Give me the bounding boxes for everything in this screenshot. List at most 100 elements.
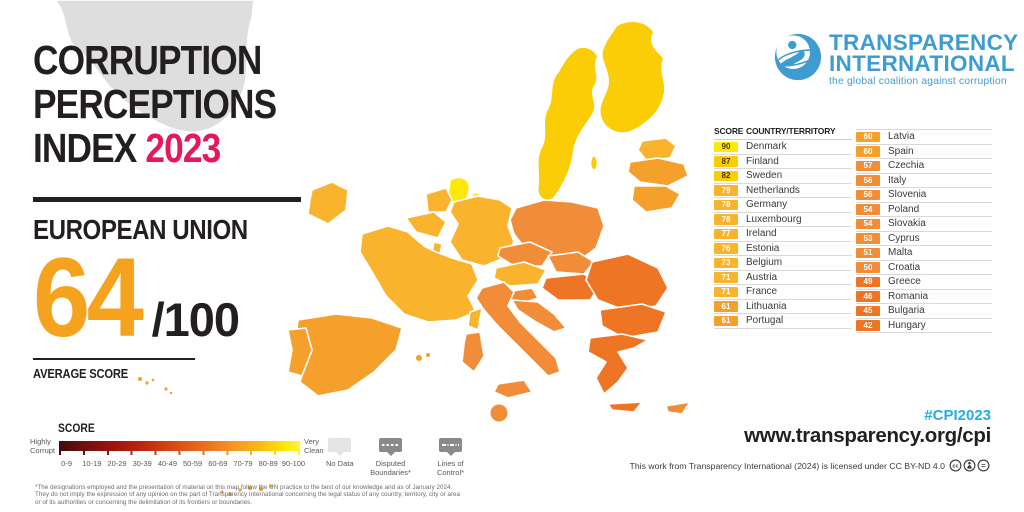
title-line-1: CORRUPTION — [33, 37, 262, 83]
map-islands-azores — [138, 377, 142, 381]
map-islands-canary — [269, 484, 273, 488]
table-row: 78 Germany — [714, 198, 852, 213]
average-score: 64 /100 — [33, 242, 240, 354]
score-chip: 90 — [714, 141, 738, 152]
country-name: Ireland — [746, 228, 777, 240]
score-chip: 60 — [856, 131, 880, 142]
map-country-romania — [585, 253, 669, 311]
score-range-labels: 0-9 10-19 20-29 30-39 40-49 50-59 60-69 70-79 80… — [54, 459, 306, 468]
map-country-czechia — [497, 241, 553, 267]
table-row: 56 Italy — [856, 174, 992, 188]
map-country-estonia — [637, 137, 677, 161]
country-name: Greece — [888, 276, 921, 288]
score-chip: 46 — [856, 291, 880, 302]
no-data-swatch — [328, 438, 352, 452]
table-row: 76 Estonia — [714, 242, 852, 256]
svg-text:=: = — [981, 461, 986, 470]
table-row: 54 Poland — [856, 203, 992, 217]
map-country-bulgaria — [599, 303, 667, 339]
country-name: Estonia — [746, 242, 780, 254]
map-country-austria — [493, 261, 547, 287]
map-islands-azores — [151, 378, 155, 382]
score-range-label: 20-29 — [107, 459, 127, 468]
score-range-label: 60-69 — [208, 459, 228, 468]
table-row: 49 Greece — [856, 275, 992, 290]
score-range-label: 90-100 — [281, 459, 306, 468]
country-name: Croatia — [888, 261, 921, 273]
table-row: 51 Malta — [856, 246, 992, 261]
table-row: 54 Slovakia — [856, 217, 992, 232]
score-range-label: 70-79 — [233, 459, 253, 468]
score-chip: 82 — [714, 170, 738, 181]
ti-logo-line1: TRANSPARENCY — [829, 30, 1019, 55]
score-chip: 61 — [714, 301, 738, 312]
license-line: This work from Transparency Internationa… — [630, 459, 991, 472]
country-name: Italy — [888, 174, 907, 186]
country-name: Cyprus — [888, 232, 920, 244]
table-header-country: COUNTRY/TERRITORY — [746, 126, 836, 136]
lines-of-control-swatch — [439, 438, 463, 452]
map-key: No Data Disputed Boundaries* Lines of Co… — [326, 438, 474, 477]
map-island-sardinia — [461, 331, 485, 373]
map-country-cyprus — [665, 401, 691, 415]
score-range-label: 40-49 — [157, 459, 177, 468]
table-header-score: SCORE — [714, 126, 744, 136]
score-chip: 45 — [856, 305, 880, 316]
country-name: Finland — [746, 155, 779, 167]
page-title: CORRUPTION PERCEPTIONS INDEX 2023 — [33, 38, 316, 170]
table-row: 57 Czechia — [856, 159, 992, 174]
transparency-international-logo: TRANSPARENCY INTERNATIONAL the global co… — [773, 30, 1019, 87]
cc-by-nd-icons: cc = — [949, 459, 990, 472]
average-score-label: AVERAGE SCORE — [33, 366, 129, 381]
table-row: 56 Slovenia — [856, 188, 992, 203]
map-country-lithuania — [631, 185, 681, 213]
country-name: Netherlands — [746, 184, 800, 196]
score-chip: 60 — [856, 146, 880, 157]
map-country-denmark — [447, 176, 471, 204]
legend-very-clean-label: Very Clean — [304, 437, 324, 455]
lines-of-control-label: Lines of Control* — [436, 459, 465, 477]
table-row: 60 Spain — [856, 145, 992, 159]
map-country-france — [359, 225, 479, 323]
map-country-belgium — [405, 211, 447, 239]
map-country-finland — [599, 20, 666, 134]
disputed-boundaries-key: Disputed Boundaries* — [368, 438, 414, 477]
lines-of-control-key: Lines of Control* — [428, 438, 474, 477]
score-chip: 54 — [856, 218, 880, 229]
score-chip: 57 — [856, 160, 880, 171]
map-island-menorca — [426, 353, 430, 357]
no-data-label: No Data — [326, 459, 354, 468]
score-chip: 42 — [856, 320, 880, 331]
country-name: Sweden — [746, 170, 783, 182]
map-country-latvia — [627, 157, 689, 187]
score-chip: 50 — [856, 262, 880, 273]
country-name: Latvia — [888, 131, 915, 143]
table-row: 77 Ireland — [714, 227, 852, 242]
legend-score-label: SCORE — [58, 421, 95, 435]
region-subtitle: EUROPEAN UNION — [33, 214, 248, 245]
score-table-col-left: SCORE COUNTRY/TERRITORY 90 Denmark 87 Finla… — [714, 123, 852, 329]
table-row: 71 Austria — [714, 271, 852, 285]
map-island-madeira — [164, 387, 168, 391]
map-country-italy — [475, 281, 561, 377]
map-island-mallorca — [416, 355, 422, 361]
table-row: 61 Portugal — [714, 314, 852, 329]
no-data-key: No Data — [326, 438, 354, 469]
map-islands-canary — [228, 492, 232, 496]
table-header: SCORE COUNTRY/TERRITORY — [714, 123, 852, 140]
hashtag-cpi2023: #CPI2023 — [924, 407, 991, 424]
map-country-slovakia — [547, 251, 595, 275]
table-row: 90 Denmark — [714, 140, 852, 155]
score-chip: 56 — [856, 189, 880, 200]
footnote-text: *The designations employed and the prese… — [35, 484, 461, 506]
title-divider — [33, 197, 301, 202]
score-range-label: 80-89 — [258, 459, 278, 468]
map-land-nodata — [54, 0, 255, 133]
score-chip: 76 — [714, 243, 738, 254]
title-line-3: INDEX — [33, 125, 137, 171]
score-gradient-ticks — [59, 451, 300, 455]
map-country-greece — [587, 333, 649, 395]
table-row: 53 Cyprus — [856, 232, 992, 246]
score-range-label: 10-19 — [82, 459, 102, 468]
map-country-sweden — [536, 46, 599, 202]
